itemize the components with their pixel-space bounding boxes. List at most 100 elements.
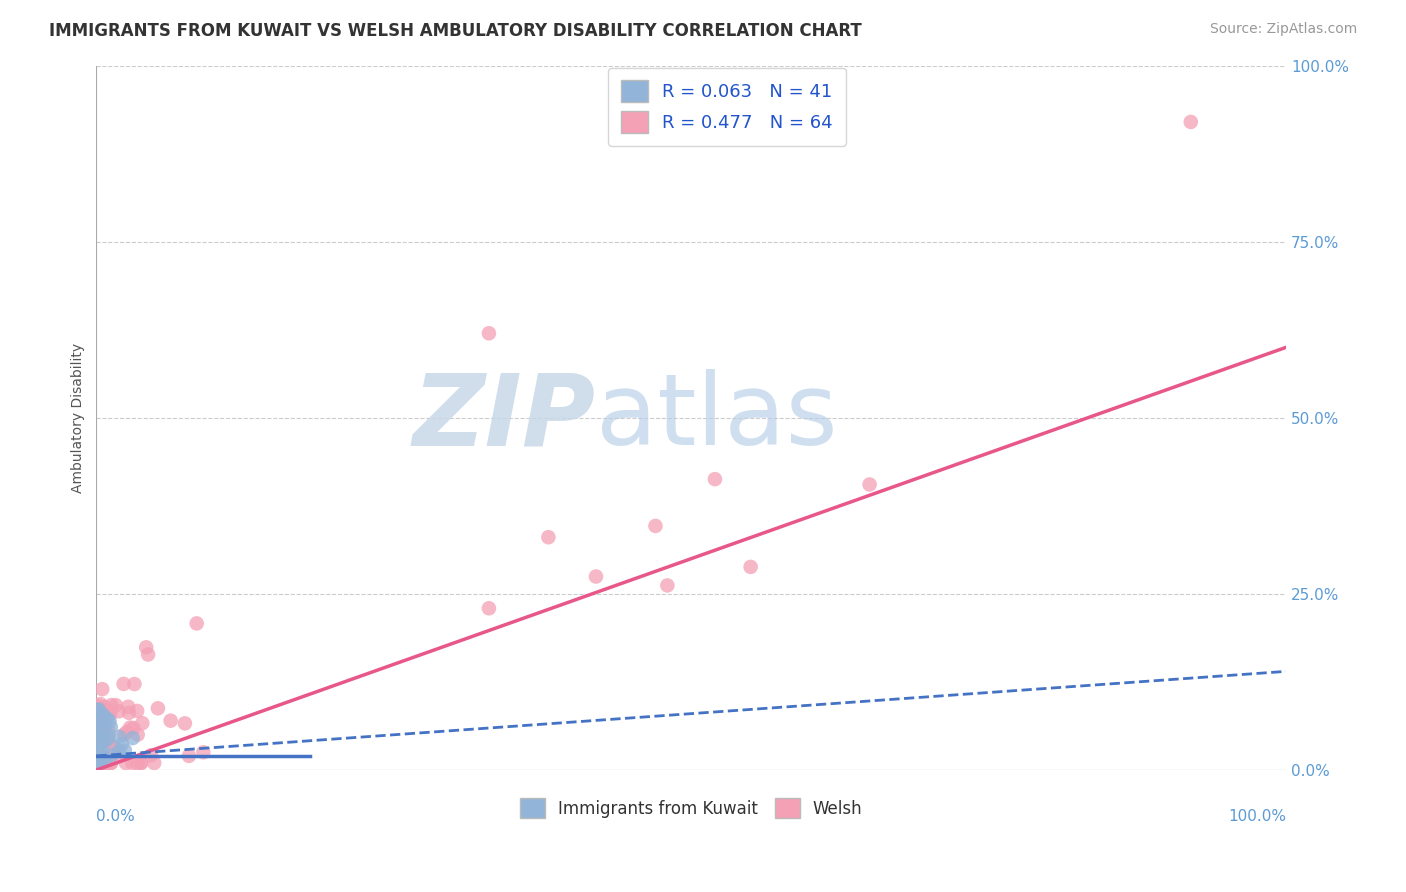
Point xyxy=(96,756,118,770)
Text: IMMIGRANTS FROM KUWAIT VS WELSH AMBULATORY DISABILITY CORRELATION CHART: IMMIGRANTS FROM KUWAIT VS WELSH AMBULATO… xyxy=(49,22,862,40)
Point xyxy=(103,741,125,756)
Point xyxy=(97,722,120,736)
Point xyxy=(89,697,111,711)
Point xyxy=(478,326,501,341)
Point xyxy=(129,756,152,770)
Point xyxy=(136,648,159,662)
Point xyxy=(86,715,108,730)
Point xyxy=(94,756,117,770)
Point xyxy=(115,756,138,770)
Point xyxy=(87,756,110,771)
Point xyxy=(87,730,110,744)
Point xyxy=(96,712,118,726)
Point xyxy=(91,682,114,697)
Point xyxy=(86,729,108,743)
Point xyxy=(86,703,108,717)
Point xyxy=(112,727,135,741)
Point xyxy=(87,706,110,721)
Point xyxy=(114,743,136,757)
Point xyxy=(858,477,880,491)
Point xyxy=(86,735,108,749)
Point xyxy=(86,721,108,735)
Point xyxy=(703,472,725,486)
Point xyxy=(131,716,153,731)
Point xyxy=(112,677,135,691)
Point xyxy=(94,754,117,768)
Point xyxy=(644,519,666,533)
Point xyxy=(127,728,149,742)
Point xyxy=(121,756,143,770)
Point xyxy=(127,756,149,770)
Point xyxy=(90,746,112,760)
Point xyxy=(100,756,122,770)
Point xyxy=(86,756,108,770)
Text: ZIP: ZIP xyxy=(413,369,596,467)
Text: 0.0%: 0.0% xyxy=(97,809,135,823)
Point xyxy=(86,751,108,765)
Point xyxy=(93,731,115,746)
Point xyxy=(122,721,145,735)
Text: 100.0%: 100.0% xyxy=(1227,809,1286,823)
Point xyxy=(86,730,108,744)
Point xyxy=(111,737,134,751)
Point xyxy=(94,751,117,765)
Point xyxy=(104,698,127,713)
Point xyxy=(97,734,120,748)
Point xyxy=(86,698,108,713)
Point xyxy=(90,753,112,767)
Point xyxy=(657,578,679,592)
Point xyxy=(108,704,131,718)
Point xyxy=(86,718,108,732)
Point xyxy=(86,731,108,746)
Text: atlas: atlas xyxy=(596,369,838,467)
Point xyxy=(98,704,121,718)
Legend: Immigrants from Kuwait, Welsh: Immigrants from Kuwait, Welsh xyxy=(513,791,869,825)
Point xyxy=(89,736,111,750)
Point xyxy=(91,748,114,763)
Point xyxy=(1180,115,1202,129)
Point xyxy=(100,720,122,734)
Point xyxy=(186,616,208,631)
Point xyxy=(100,698,122,712)
Point xyxy=(86,709,108,723)
Point xyxy=(159,714,181,728)
Point xyxy=(174,716,197,731)
Point xyxy=(87,745,110,759)
Point xyxy=(143,756,166,770)
Point xyxy=(193,745,215,759)
Point xyxy=(93,728,115,742)
Point xyxy=(86,736,108,750)
Point xyxy=(98,714,121,728)
Point xyxy=(97,729,120,743)
Point xyxy=(93,700,115,714)
Point xyxy=(117,699,139,714)
Point xyxy=(89,713,111,727)
Point xyxy=(87,712,110,726)
Point xyxy=(87,702,110,716)
Point xyxy=(135,640,157,655)
Point xyxy=(89,757,111,772)
Point xyxy=(101,747,124,762)
Point xyxy=(108,744,131,758)
Point xyxy=(91,707,114,722)
Point xyxy=(478,601,501,615)
Point xyxy=(121,731,143,745)
Point xyxy=(98,707,121,722)
Point xyxy=(100,756,122,770)
Point xyxy=(91,720,114,734)
Point xyxy=(98,736,121,750)
Point xyxy=(740,560,762,574)
Point xyxy=(86,712,108,726)
Point xyxy=(91,736,114,750)
Point xyxy=(146,701,169,715)
Point xyxy=(93,723,115,737)
Point xyxy=(124,677,146,691)
Text: Source: ZipAtlas.com: Source: ZipAtlas.com xyxy=(1209,22,1357,37)
Point xyxy=(96,732,118,747)
Point xyxy=(177,748,200,763)
Point xyxy=(108,730,131,744)
Point xyxy=(107,747,129,761)
Point xyxy=(129,756,152,770)
Point xyxy=(87,739,110,754)
Y-axis label: Ambulatory Disability: Ambulatory Disability xyxy=(72,343,86,493)
